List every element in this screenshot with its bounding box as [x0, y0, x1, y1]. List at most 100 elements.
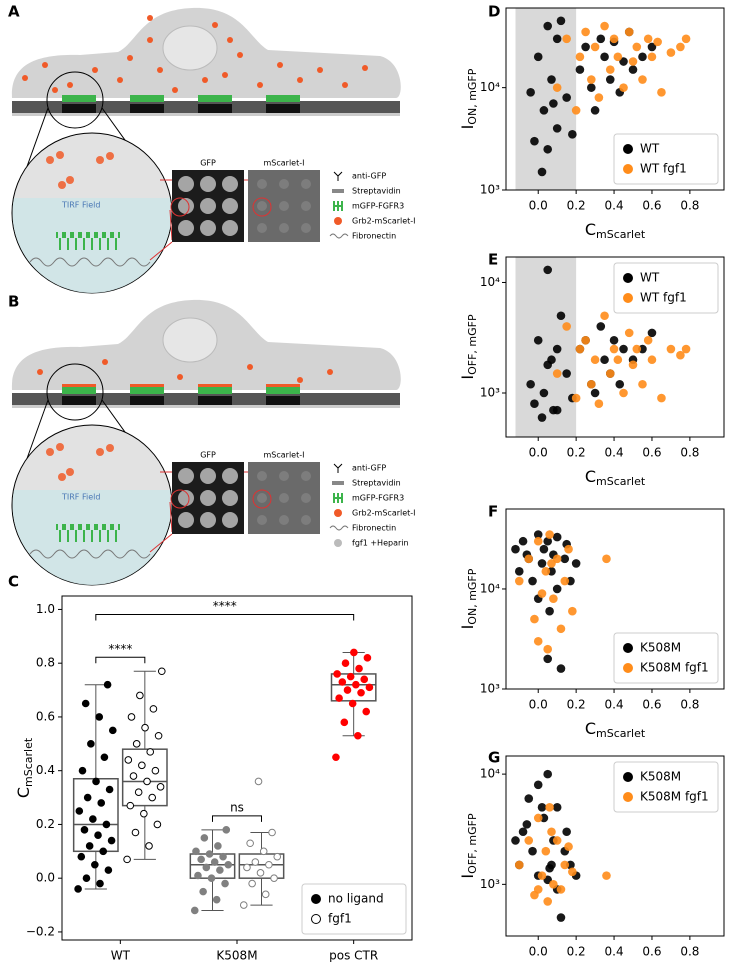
data-point — [145, 842, 153, 850]
data-point — [590, 355, 600, 365]
spot — [178, 490, 194, 506]
label-main: C — [585, 719, 596, 738]
icon — [334, 539, 342, 547]
panel-label: E — [488, 251, 498, 269]
plot-frame — [505, 256, 725, 438]
spot — [257, 223, 267, 233]
data-point — [581, 335, 590, 345]
data-point — [96, 879, 104, 888]
data-point — [124, 756, 133, 764]
zoom-circle — [46, 71, 104, 129]
data-point — [556, 913, 566, 922]
protein-dot — [297, 377, 303, 383]
spot — [222, 198, 238, 214]
field-label: TIRF Field — [61, 493, 100, 502]
data-point — [619, 344, 628, 354]
data-point — [129, 772, 138, 780]
data-point — [552, 124, 562, 133]
data-point — [676, 350, 685, 360]
y-tick-label: 1.0 — [36, 602, 55, 616]
y-tick-label: 10³ — [480, 183, 500, 197]
data-point — [514, 567, 524, 576]
protein-dot — [317, 67, 323, 73]
pattern — [130, 387, 164, 394]
data-point — [657, 88, 666, 97]
data-point — [268, 828, 276, 837]
pattern-gap — [130, 396, 164, 405]
label-sub: mScarlet — [22, 737, 35, 787]
data-point — [545, 530, 554, 539]
data-point — [75, 807, 84, 815]
data-point — [666, 344, 676, 354]
legend-label: WT — [640, 142, 660, 156]
data-point — [224, 860, 233, 869]
data-point — [83, 793, 92, 802]
data-point — [141, 723, 149, 732]
data-point — [528, 846, 537, 856]
legend-label: Fibronectin — [352, 524, 396, 533]
data-point — [560, 554, 570, 564]
receptor — [64, 232, 72, 250]
data-point — [104, 866, 113, 874]
diagram: TIRF Field GFP mScarlet-I anti-GFP Streptavi… — [11, 299, 416, 586]
box — [121, 748, 168, 807]
data-point — [146, 748, 155, 756]
legend-label: Streptavidin — [352, 479, 401, 488]
panel-label: A — [8, 3, 20, 21]
legend-marker — [623, 164, 633, 174]
protein-dot — [56, 151, 64, 159]
data-point — [590, 42, 600, 52]
y-tick-label: 0.8 — [36, 656, 55, 670]
receptor — [88, 524, 96, 542]
spot — [178, 468, 194, 484]
data-point — [528, 576, 537, 586]
x-tick-label: 0.8 — [680, 945, 699, 959]
data-point — [647, 42, 657, 52]
protein-dot — [52, 87, 58, 93]
data-point — [571, 106, 581, 115]
legend-label: WT fgf1 — [640, 162, 687, 176]
receptor — [72, 524, 80, 542]
data-point — [600, 21, 609, 31]
x-tick-label: 0.6 — [642, 945, 661, 959]
protein-dot — [157, 67, 163, 73]
data-point — [624, 328, 634, 338]
spot — [178, 198, 194, 214]
data-point — [543, 897, 553, 906]
x-tick-label: 0.2 — [567, 945, 586, 959]
data-point — [89, 815, 97, 823]
legend-marker — [623, 293, 633, 303]
data-point — [552, 83, 562, 92]
spot — [301, 471, 311, 481]
spot — [222, 512, 238, 528]
zoom-circle — [46, 363, 104, 421]
protein-dot — [66, 468, 74, 476]
data-point — [526, 379, 535, 389]
image-label: GFP — [200, 451, 216, 460]
data-point — [609, 344, 619, 354]
data-point — [239, 901, 248, 909]
protein-dot — [42, 62, 48, 68]
data-point — [571, 393, 581, 403]
data-point — [552, 369, 562, 378]
receptor — [56, 232, 64, 250]
data-point — [533, 52, 543, 62]
data-point — [103, 680, 112, 689]
data-point — [539, 106, 549, 115]
label-sub: OFF, mGFP — [466, 813, 479, 874]
panel-label: D — [488, 3, 500, 21]
protein-dot — [222, 72, 228, 78]
data-point — [596, 34, 606, 44]
data-point — [533, 530, 543, 539]
data-point — [533, 536, 543, 546]
link-line — [149, 241, 173, 261]
protein-dot — [147, 15, 153, 21]
spot — [279, 223, 289, 233]
data-point — [148, 793, 157, 802]
data-point — [543, 360, 553, 370]
x-tick-label: 0.0 — [529, 945, 548, 959]
receptor — [56, 524, 64, 542]
data-point — [91, 860, 99, 869]
data-point — [552, 344, 562, 354]
data-point — [596, 322, 606, 331]
